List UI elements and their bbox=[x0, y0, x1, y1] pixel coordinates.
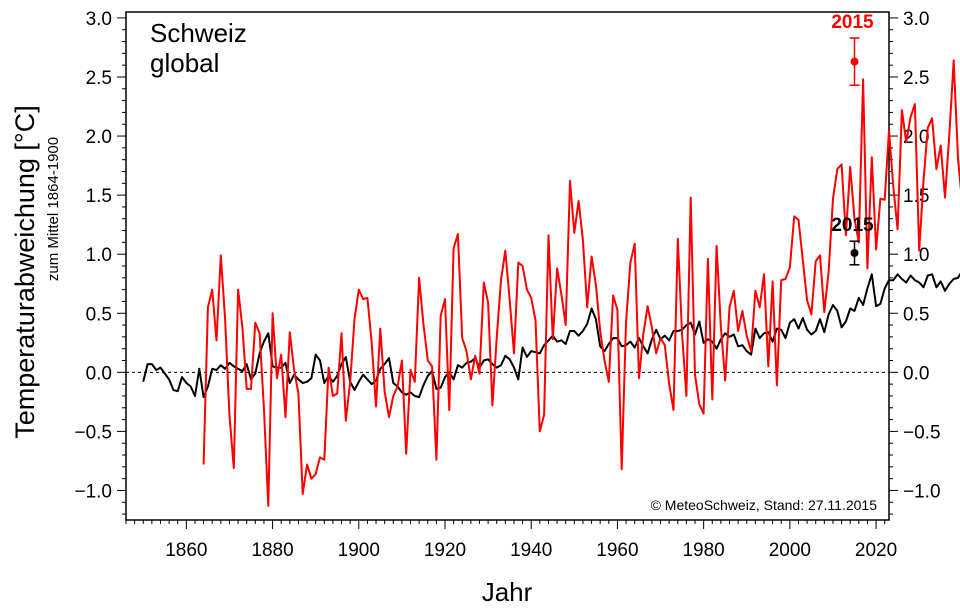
y-tick-label-left: 0.0 bbox=[86, 363, 112, 384]
x-tick-label: 1940 bbox=[510, 540, 552, 561]
y-axis-label: Temperaturabweichung [°C] bbox=[10, 105, 40, 438]
copyright-text: © MeteoSchweiz, Stand: 27.11.2015 bbox=[651, 497, 878, 513]
x-tick-label: 2000 bbox=[769, 540, 811, 561]
y-tick-label-right: −1.0 bbox=[903, 481, 941, 502]
y-tick-label-left: 2.0 bbox=[86, 127, 112, 148]
x-tick-label: 1900 bbox=[338, 540, 380, 561]
y-tick-label-left: −1.0 bbox=[74, 481, 112, 502]
y-tick-label-left: 3.0 bbox=[86, 9, 112, 30]
schweiz-2015-point bbox=[850, 57, 859, 66]
y-tick-label-left: 0.5 bbox=[86, 304, 112, 325]
y-axis-sublabel: zum Mittel 1864-1900 bbox=[45, 137, 62, 281]
legend-schweiz-label: Schweiz bbox=[150, 18, 247, 48]
series-line-schweiz bbox=[202, 59, 960, 507]
global-2015-point bbox=[850, 249, 859, 258]
y-tick-label-right: 0.5 bbox=[903, 304, 929, 325]
x-tick-label: 1920 bbox=[424, 540, 466, 561]
schweiz-2015-label: 2015 bbox=[831, 12, 874, 33]
y-tick-label-left: 1.5 bbox=[86, 186, 112, 207]
y-tick-label-right: −0.5 bbox=[903, 422, 941, 443]
y-tick-label-right: 1.0 bbox=[903, 245, 929, 266]
x-axis-label: Jahr bbox=[482, 577, 533, 607]
x-tick-label: 1980 bbox=[682, 540, 724, 561]
x-tick-label: 2020 bbox=[855, 540, 897, 561]
highlight-layer: 2015 2015 bbox=[831, 12, 874, 266]
series-layer bbox=[142, 59, 960, 507]
series-line-global bbox=[142, 272, 960, 399]
legend-global-label: global bbox=[150, 48, 219, 78]
y-tick-label-right: 3.0 bbox=[903, 9, 929, 30]
y-tick-label-left: −0.5 bbox=[74, 422, 112, 443]
x-tick-label: 1880 bbox=[251, 540, 293, 561]
x-tick-label: 1960 bbox=[596, 540, 638, 561]
y-tick-label-left: 2.5 bbox=[86, 68, 112, 89]
x-tick-label: 1860 bbox=[165, 540, 207, 561]
axis-ticks bbox=[117, 17, 898, 529]
y-tick-label-right: 0.0 bbox=[903, 363, 929, 384]
global-2015-label: 2015 bbox=[831, 215, 874, 236]
y-tick-label-left: 1.0 bbox=[86, 245, 112, 266]
y-tick-label-right: 2.5 bbox=[903, 68, 929, 89]
y-tick-label-right: 1.5 bbox=[903, 186, 929, 207]
